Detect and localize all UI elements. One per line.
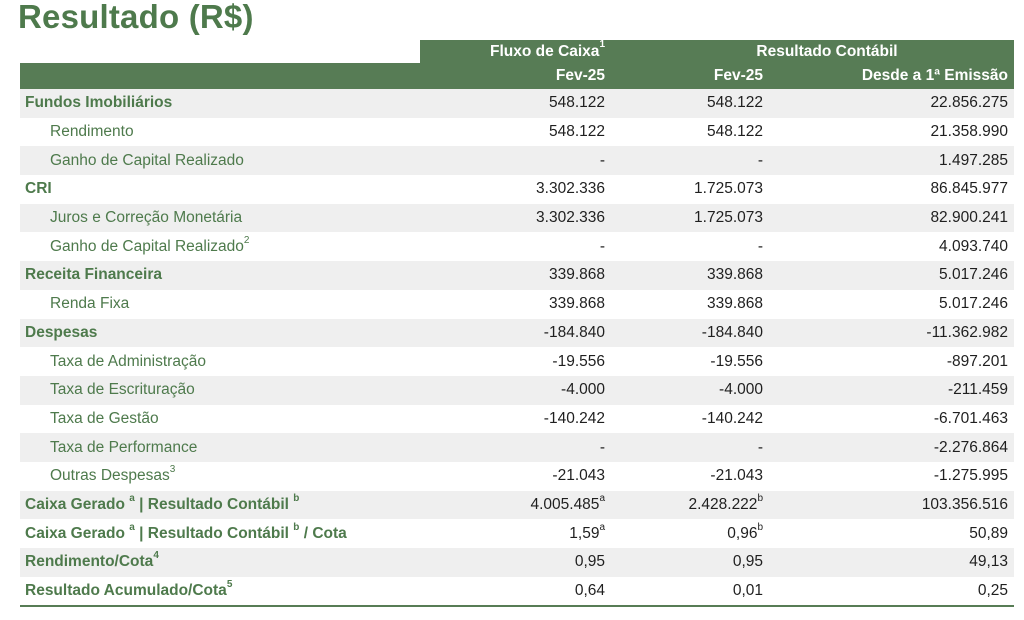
table-row: Rendimento 548.122 548.122 21.358.990 xyxy=(20,117,1015,147)
cell-resultado-fev: 0,96b xyxy=(640,519,810,548)
cell-fluxo-caixa: -4.000 xyxy=(420,375,640,405)
table-row: CRI 3.302.336 1.725.073 86.845.977 xyxy=(20,175,1015,204)
cell-fluxo-caixa: 548.122 xyxy=(420,117,640,147)
table-row: Despesas -184.840 -184.840 -11.362.982 xyxy=(20,318,1015,348)
table-row: Outras Despesas3 -21.043 -21.043 -1.275.995 xyxy=(20,461,1015,491)
cell-fluxo-caixa: 548.122 xyxy=(420,89,640,118)
cell-resultado-fev: -19.556 xyxy=(640,347,810,376)
row-label: Receita Financeira xyxy=(20,261,420,290)
header-blank-bar xyxy=(20,63,420,89)
table-row: Ganho de Capital Realizado - -1.497.285 xyxy=(20,146,1015,176)
cell-desde-emissao: 49,13 xyxy=(810,548,1015,577)
header-desde-emissao: Desde a 1ª Emissão xyxy=(810,63,1015,89)
cell-resultado-fev: -184.840 xyxy=(640,318,810,348)
cell-fluxo-caixa: -19.556 xyxy=(420,347,640,376)
results-table: Fluxo de Caixa1 Resultado Contábil Fev-2… xyxy=(20,40,1015,608)
cell-fluxo-caixa: -21.043 xyxy=(420,461,640,491)
cell-fluxo-caixa: 1,59a xyxy=(420,519,640,548)
table-row: Taxa de Performance - - -2.276.864 xyxy=(20,433,1015,462)
cell-desde-emissao: -2.276.864 xyxy=(810,433,1015,462)
row-label: Juros e Correção Monetária xyxy=(20,203,420,233)
cell-resultado-fev: - xyxy=(640,232,810,262)
row-label: Rendimento/Cota4 xyxy=(20,548,420,577)
row-label: Despesas xyxy=(20,318,420,348)
cell-desde-emissao: -6.701.463 xyxy=(810,404,1015,434)
cell-fluxo-caixa: - xyxy=(420,232,640,262)
cell-desde-emissao: -211.459 xyxy=(810,375,1015,405)
cell-fluxo-caixa: 0,95 xyxy=(420,548,640,577)
row-label: Ganho de Capital Realizado2 xyxy=(20,232,420,262)
cell-resultado-fev: 0,95 xyxy=(640,548,810,577)
cell-desde-emissao: 1.497.285 xyxy=(810,146,1015,176)
table-row: Juros e Correção Monetária 3.302.336 1.725… xyxy=(20,203,1015,233)
cell-resultado-fev: -21.043 xyxy=(640,461,810,491)
cell-fluxo-caixa: 0,64 xyxy=(420,576,640,608)
header-fluxo-de-caixa: Fluxo de Caixa1 xyxy=(420,40,640,63)
header-fev-25-caixa: Fev-25 xyxy=(420,63,640,89)
cell-resultado-fev: 548.122 xyxy=(640,89,810,118)
row-label: Caixa Gerado a | Resultado Contábil b xyxy=(20,490,420,520)
header-resultado-contabil: Resultado Contábil xyxy=(640,40,1015,63)
cell-fluxo-caixa: 339.868 xyxy=(420,289,640,319)
cell-desde-emissao: -897.201 xyxy=(810,347,1015,376)
cell-resultado-fev: 0,01 xyxy=(640,576,810,608)
row-label: Rendimento xyxy=(20,117,420,147)
row-label: Taxa de Escrituração xyxy=(20,375,420,405)
cell-resultado-fev: 548.122 xyxy=(640,117,810,147)
table-row: Caixa Gerado a | Resultado Contábil b / … xyxy=(20,519,1015,548)
cell-desde-emissao: 0,25 xyxy=(810,576,1015,608)
row-label: Outras Despesas3 xyxy=(20,461,420,491)
page-title: Resultado (R$) xyxy=(18,0,254,35)
cell-desde-emissao: 21.358.990 xyxy=(810,117,1015,147)
row-label: CRI xyxy=(20,175,420,204)
row-label: Taxa de Gestão xyxy=(20,404,420,434)
cell-resultado-fev: 339.868 xyxy=(640,289,810,319)
cell-desde-emissao: 103.356.516 xyxy=(810,490,1015,520)
cell-desde-emissao: -11.362.982 xyxy=(810,318,1015,348)
table-row: Ganho de Capital Realizado2- -4.093.740 xyxy=(20,232,1015,262)
cell-fluxo-caixa: - xyxy=(420,433,640,462)
cell-desde-emissao: 50,89 xyxy=(810,519,1015,548)
table-row: Receita Financeira 339.868 339.868 5.017.24… xyxy=(20,261,1015,290)
cell-fluxo-caixa: 339.868 xyxy=(420,261,640,290)
row-label: Resultado Acumulado/Cota5 xyxy=(20,576,420,608)
row-label: Renda Fixa xyxy=(20,289,420,319)
table-row: Taxa de Gestão -140.242 -140.242 -6.701.463 xyxy=(20,404,1015,434)
cell-desde-emissao: 5.017.246 xyxy=(810,261,1015,290)
cell-desde-emissao: 4.093.740 xyxy=(810,232,1015,262)
table-row: Caixa Gerado a | Resultado Contábil b 4.0… xyxy=(20,490,1015,520)
cell-desde-emissao: 22.856.275 xyxy=(810,89,1015,118)
row-label: Taxa de Performance xyxy=(20,433,420,462)
cell-resultado-fev: 1.725.073 xyxy=(640,203,810,233)
cell-fluxo-caixa: 3.302.336 xyxy=(420,175,640,204)
cell-fluxo-caixa: - xyxy=(420,146,640,176)
cell-resultado-fev: 1.725.073 xyxy=(640,175,810,204)
cell-desde-emissao: 86.845.977 xyxy=(810,175,1015,204)
table-row: Taxa de Escrituração -4.000 -4.000 -211.459 xyxy=(20,375,1015,405)
cell-desde-emissao: -1.275.995 xyxy=(810,461,1015,491)
cell-fluxo-caixa: -140.242 xyxy=(420,404,640,434)
cell-resultado-fev: 339.868 xyxy=(640,261,810,290)
cell-resultado-fev: - xyxy=(640,433,810,462)
cell-resultado-fev: 2.428.222b xyxy=(640,490,810,520)
cell-resultado-fev: -4.000 xyxy=(640,375,810,405)
cell-fluxo-caixa: -184.840 xyxy=(420,318,640,348)
row-label: Fundos Imobiliários xyxy=(20,89,420,118)
row-label: Caixa Gerado a | Resultado Contábil b / … xyxy=(20,519,420,548)
table-row: Rendimento/Cota4 0,95 0,95 49,13 xyxy=(20,548,1015,577)
table-row: Resultado Acumulado/Cota5 0,64 0,01 0,25 xyxy=(20,576,1015,608)
row-label: Taxa de Administração xyxy=(20,347,420,376)
table-row: Taxa de Administração -19.556 -19.556 -897.… xyxy=(20,347,1015,376)
header-blank xyxy=(20,40,420,63)
cell-fluxo-caixa: 4.005.485a xyxy=(420,490,640,520)
cell-resultado-fev: - xyxy=(640,146,810,176)
cell-resultado-fev: -140.242 xyxy=(640,404,810,434)
cell-desde-emissao: 82.900.241 xyxy=(810,203,1015,233)
header-fev-25-contabil: Fev-25 xyxy=(640,63,810,89)
cell-desde-emissao: 5.017.246 xyxy=(810,289,1015,319)
table-row: Renda Fixa 339.868 339.868 5.017.246 xyxy=(20,289,1015,319)
table-row: Fundos Imobiliários 548.122 548.122 22.856.… xyxy=(20,89,1015,118)
cell-fluxo-caixa: 3.302.336 xyxy=(420,203,640,233)
row-label: Ganho de Capital Realizado xyxy=(20,146,420,176)
